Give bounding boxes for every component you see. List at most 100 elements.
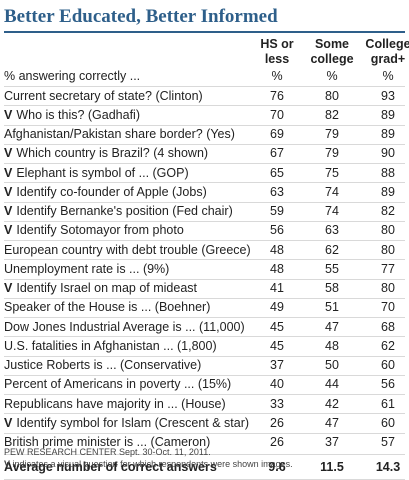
- row-label-text: Elephant is symbol of ... (GOP): [16, 165, 189, 180]
- row-value-some-college: 48: [325, 338, 339, 353]
- row-divider: [4, 336, 405, 338]
- row-label-text: Justice Roberts is ... (Conservative): [4, 358, 202, 372]
- row-label-text: Identify Bernanke's position (Fed chair): [16, 204, 233, 218]
- row-divider: [4, 259, 405, 261]
- table-row: Justice Roberts is ... (Conservative) 37 5…: [0, 356, 409, 375]
- column-header-hs: HS or less: [241, 37, 313, 67]
- row-label: Dow Jones Industrial Average is ... (11,…: [4, 318, 245, 337]
- row-label: Current secretary of state? (Clinton): [4, 87, 203, 106]
- row-label: Afghanistan/Pakistan share border? (Yes): [4, 125, 235, 144]
- visual-question-marker: V: [4, 165, 13, 180]
- subheader-unit-some-college: %: [326, 69, 338, 83]
- row-value-hs: 59: [270, 204, 284, 218]
- row-value-college-grad: 80: [381, 223, 395, 238]
- row-divider: [4, 201, 405, 203]
- column-header-some-college-line2: college: [310, 52, 354, 66]
- table-row: V Who is this? (Gadhafi) 70 82 89: [0, 106, 409, 125]
- row-label-text: Speaker of the House is ... (Boehner): [4, 300, 211, 315]
- row-label: V Identify Israel on map of mideast: [4, 279, 197, 298]
- table-row: Republicans have majority in ... (House)…: [0, 395, 409, 414]
- row-value-some-college: 58: [325, 281, 339, 295]
- row-value-college-grad: 89: [381, 107, 395, 122]
- summary-value-hs: 9.6: [268, 459, 286, 474]
- visual-question-note: V indicates a visual question for which …: [4, 459, 293, 469]
- row-value-college-grad: 88: [381, 165, 395, 180]
- row-value-hs: 41: [270, 281, 284, 295]
- row-value-some-college: 37: [325, 435, 339, 449]
- row-value-college-grad: 62: [381, 338, 395, 353]
- row-value-some-college: 79: [325, 127, 339, 141]
- row-label-text: Identify symbol for Islam (Crescent & st…: [16, 415, 250, 430]
- row-value-some-college: 47: [325, 415, 339, 430]
- row-value-hs: 65: [270, 165, 284, 180]
- row-value-some-college: 63: [325, 223, 339, 238]
- row-value-hs: 67: [270, 146, 284, 161]
- row-divider: [4, 163, 405, 164]
- row-divider: [4, 317, 405, 318]
- row-value-hs: 56: [270, 223, 284, 238]
- summary-value-some-college: 11.5: [320, 459, 344, 474]
- row-value-some-college: 44: [325, 377, 339, 392]
- row-divider: [4, 86, 405, 87]
- subheader-label: % answering correctly ...: [4, 69, 141, 83]
- subheader-unit-hs: %: [271, 69, 283, 83]
- row-divider: [4, 240, 405, 241]
- row-label: Speaker of the House is ... (Boehner): [4, 298, 210, 317]
- visual-note-marker: V: [4, 459, 11, 469]
- row-label: British prime minister is ... (Cameron): [4, 433, 210, 452]
- row-value-hs: 49: [270, 300, 284, 315]
- row-value-college-grad: 68: [381, 319, 395, 334]
- summary-row: Average number of correct answers 9.6 11…: [0, 458, 409, 477]
- row-value-hs: 37: [270, 358, 284, 372]
- row-value-some-college: 47: [325, 319, 339, 334]
- row-value-college-grad: 89: [381, 127, 395, 141]
- row-value-hs: 76: [270, 88, 284, 103]
- row-value-college-grad: 70: [381, 300, 395, 315]
- row-divider: [4, 278, 405, 280]
- table-row: V Which country is Brazil? (4 shown) 67 79 9…: [0, 144, 409, 163]
- row-label-text: Who is this? (Gadhafi): [16, 107, 141, 122]
- row-value-hs: 26: [270, 435, 284, 449]
- column-header-hs-line1: HS or: [260, 37, 294, 51]
- visual-question-marker: V: [4, 281, 13, 295]
- table-row: V Elephant is symbol of ... (GOP) 65 75 88: [0, 164, 409, 183]
- row-value-college-grad: 61: [381, 396, 395, 411]
- row-divider: [4, 413, 405, 415]
- row-value-college-grad: 60: [381, 415, 395, 430]
- row-value-college-grad: 80: [381, 281, 395, 295]
- column-header-college-grad-line1: College: [365, 37, 409, 51]
- row-label: Unemployment rate is ... (9%): [4, 260, 169, 279]
- column-header-college-grad: College grad+: [352, 37, 409, 67]
- row-divider: [4, 220, 405, 222]
- row-divider: [4, 143, 405, 145]
- row-divider: [4, 432, 405, 434]
- row-value-some-college: 74: [325, 184, 339, 199]
- table-row: V Identify Bernanke's position (Fed chair…: [0, 202, 409, 221]
- row-value-some-college: 80: [325, 88, 339, 103]
- row-value-college-grad: 60: [381, 358, 395, 372]
- table-row: Speaker of the House is ... (Boehner) 49 5…: [0, 298, 409, 317]
- table-row: Afghanistan/Pakistan share border? (Yes)…: [0, 125, 409, 144]
- row-label: U.S. fatalities in Afghanistan ... (1,80…: [4, 337, 217, 356]
- row-value-some-college: 79: [325, 146, 339, 161]
- column-header-some-college: Some college: [296, 37, 368, 67]
- table-row: British prime minister is ... (Cameron) 2…: [0, 433, 409, 452]
- visual-question-marker: V: [4, 415, 13, 430]
- row-value-some-college: 75: [325, 165, 339, 180]
- visual-question-marker: V: [4, 107, 13, 122]
- visual-question-marker: V: [4, 204, 13, 218]
- summary-value-college-grad: 14.3: [375, 459, 401, 474]
- row-divider: [4, 374, 405, 376]
- row-value-hs: 48: [270, 242, 284, 257]
- source-note: PEW RESEARCH CENTER Sept. 30-Oct. 11, 20…: [4, 447, 211, 457]
- table-row: Dow Jones Industrial Average is ... (11,…: [0, 318, 409, 337]
- row-label: V Identify Bernanke's position (Fed chair…: [4, 202, 233, 221]
- row-label: V Elephant is symbol of ... (GOP): [4, 164, 189, 183]
- row-value-college-grad: 77: [381, 261, 395, 276]
- row-divider: [4, 394, 405, 395]
- row-value-hs: 70: [270, 107, 284, 122]
- row-label: Percent of Americans in poverty ... (15%…: [4, 375, 231, 394]
- row-value-hs: 48: [270, 261, 284, 276]
- row-value-college-grad: 93: [381, 88, 395, 103]
